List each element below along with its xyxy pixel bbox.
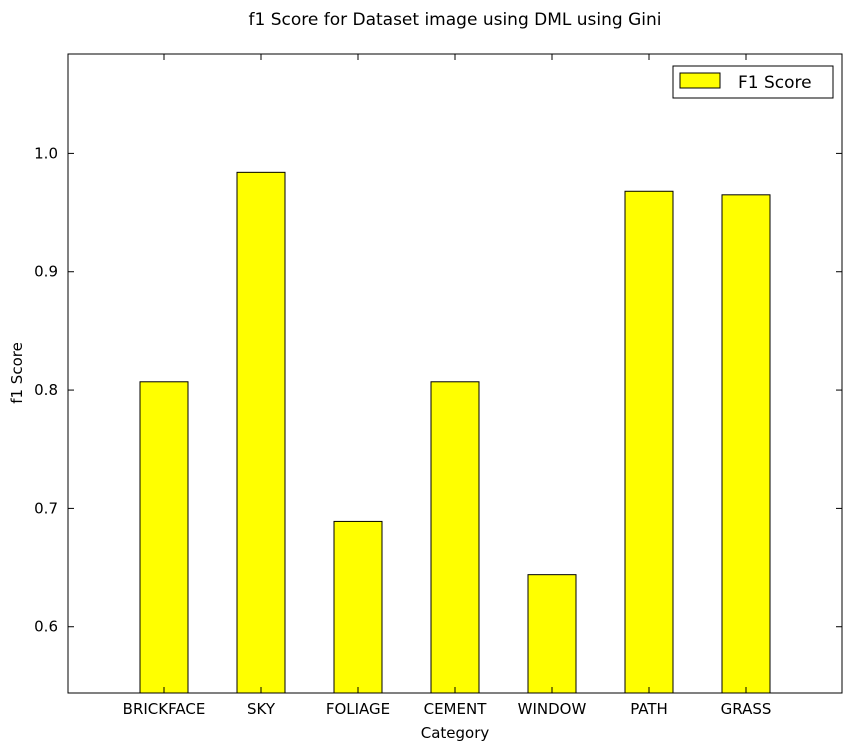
- legend-swatch: [679, 72, 721, 89]
- y-tick-label: 0.7: [34, 499, 58, 517]
- x-tick-label: GRASS: [721, 700, 772, 718]
- x-axis-ticks: BRICKFACE SKY FOLIAGE CEMENT WINDOW PATH GRASS: [123, 54, 772, 718]
- bar-brickface: [139, 381, 189, 694]
- bar-grass: [721, 194, 771, 694]
- y-axis-ticks: 0.6 0.7 0.8 0.9 1.0: [34, 144, 842, 636]
- plot-frame: [67, 53, 843, 694]
- x-axis-label: Category: [421, 724, 490, 742]
- x-tick-label: PATH: [630, 700, 668, 718]
- x-tick-label: WINDOW: [518, 700, 587, 718]
- bar-path: [624, 190, 674, 694]
- bar-cement: [430, 381, 480, 694]
- y-tick-label: 0.6: [34, 618, 58, 636]
- y-tick-label: 0.8: [34, 381, 58, 399]
- legend: F1 Score: [672, 65, 834, 99]
- bars-group: [139, 171, 771, 694]
- x-tick-label: CEMENT: [424, 700, 488, 718]
- x-tick-label: BRICKFACE: [123, 700, 206, 718]
- bar-sky: [236, 171, 286, 694]
- chart-title: f1 Score for Dataset image using DML usi…: [248, 10, 661, 30]
- legend-label: F1 Score: [738, 73, 812, 93]
- y-tick-label: 0.9: [34, 263, 58, 281]
- x-tick-label: SKY: [247, 700, 276, 718]
- y-axis-label: f1 Score: [8, 342, 26, 404]
- x-tick-label: FOLIAGE: [326, 700, 390, 718]
- y-tick-label: 1.0: [34, 144, 58, 162]
- bar-window: [527, 574, 577, 694]
- bar-foliage: [333, 520, 383, 694]
